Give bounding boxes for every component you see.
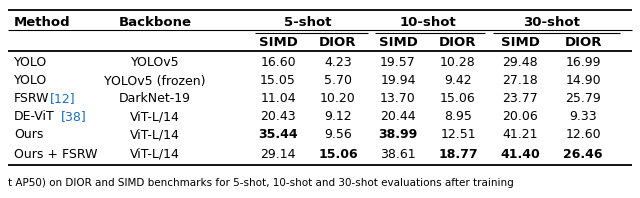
Text: 10.20: 10.20: [320, 92, 356, 106]
Text: 15.06: 15.06: [440, 92, 476, 106]
Text: ViT-L/14: ViT-L/14: [130, 129, 180, 142]
Text: SIMD: SIMD: [500, 35, 540, 49]
Text: 5-shot: 5-shot: [284, 16, 332, 30]
Text: 26.46: 26.46: [563, 148, 603, 161]
Text: 16.99: 16.99: [565, 56, 601, 69]
Text: SIMD: SIMD: [259, 35, 298, 49]
Text: 12.51: 12.51: [440, 129, 476, 142]
Text: t AP50) on DIOR and SIMD benchmarks for 5-shot, 10-shot and 30-shot evaluations : t AP50) on DIOR and SIMD benchmarks for …: [8, 178, 514, 188]
Text: Ours + FSRW: Ours + FSRW: [14, 148, 97, 161]
Text: 16.60: 16.60: [260, 56, 296, 69]
Text: 20.44: 20.44: [380, 110, 416, 124]
Text: Ours: Ours: [14, 129, 44, 142]
Text: 35.44: 35.44: [258, 129, 298, 142]
Text: 11.04: 11.04: [260, 92, 296, 106]
Text: Method: Method: [14, 16, 70, 30]
Text: 41.40: 41.40: [500, 148, 540, 161]
Text: 29.14: 29.14: [260, 148, 296, 161]
Text: 18.77: 18.77: [438, 148, 478, 161]
Text: DIOR: DIOR: [439, 35, 477, 49]
Text: 13.70: 13.70: [380, 92, 416, 106]
Text: 38.99: 38.99: [378, 129, 418, 142]
Text: 30-shot: 30-shot: [523, 16, 580, 30]
Text: 27.18: 27.18: [502, 74, 538, 88]
Text: 10-shot: 10-shot: [399, 16, 456, 30]
Text: 19.94: 19.94: [380, 74, 416, 88]
Text: 9.33: 9.33: [569, 110, 597, 124]
Text: DIOR: DIOR: [564, 35, 602, 49]
Text: SIMD: SIMD: [379, 35, 417, 49]
Text: 41.21: 41.21: [502, 129, 538, 142]
Text: 12.60: 12.60: [565, 129, 601, 142]
Text: ViT-L/14: ViT-L/14: [130, 110, 180, 124]
Text: ViT-L/14: ViT-L/14: [130, 148, 180, 161]
Text: 20.43: 20.43: [260, 110, 296, 124]
Text: 14.90: 14.90: [565, 74, 601, 88]
Text: YOLO: YOLO: [14, 74, 47, 88]
Text: 25.79: 25.79: [565, 92, 601, 106]
Text: 10.28: 10.28: [440, 56, 476, 69]
Text: 9.12: 9.12: [324, 110, 352, 124]
Text: 23.77: 23.77: [502, 92, 538, 106]
Text: 15.06: 15.06: [318, 148, 358, 161]
Text: 20.06: 20.06: [502, 110, 538, 124]
Text: 15.05: 15.05: [260, 74, 296, 88]
Text: 9.56: 9.56: [324, 129, 352, 142]
Text: 8.95: 8.95: [444, 110, 472, 124]
Text: YOLO: YOLO: [14, 56, 47, 69]
Text: 9.42: 9.42: [444, 74, 472, 88]
Text: 5.70: 5.70: [324, 74, 352, 88]
Text: [12]: [12]: [50, 92, 76, 106]
Text: Backbone: Backbone: [118, 16, 191, 30]
Text: [38]: [38]: [61, 110, 87, 124]
Text: 4.23: 4.23: [324, 56, 352, 69]
Text: 19.57: 19.57: [380, 56, 416, 69]
Text: DarkNet-19: DarkNet-19: [119, 92, 191, 106]
Text: DIOR: DIOR: [319, 35, 356, 49]
Text: FSRW: FSRW: [14, 92, 49, 106]
Text: YOLOv5 (frozen): YOLOv5 (frozen): [104, 74, 205, 88]
Text: DE-ViT: DE-ViT: [14, 110, 55, 124]
Text: YOLOv5: YOLOv5: [131, 56, 179, 69]
Text: 38.61: 38.61: [380, 148, 416, 161]
Text: 29.48: 29.48: [502, 56, 538, 69]
